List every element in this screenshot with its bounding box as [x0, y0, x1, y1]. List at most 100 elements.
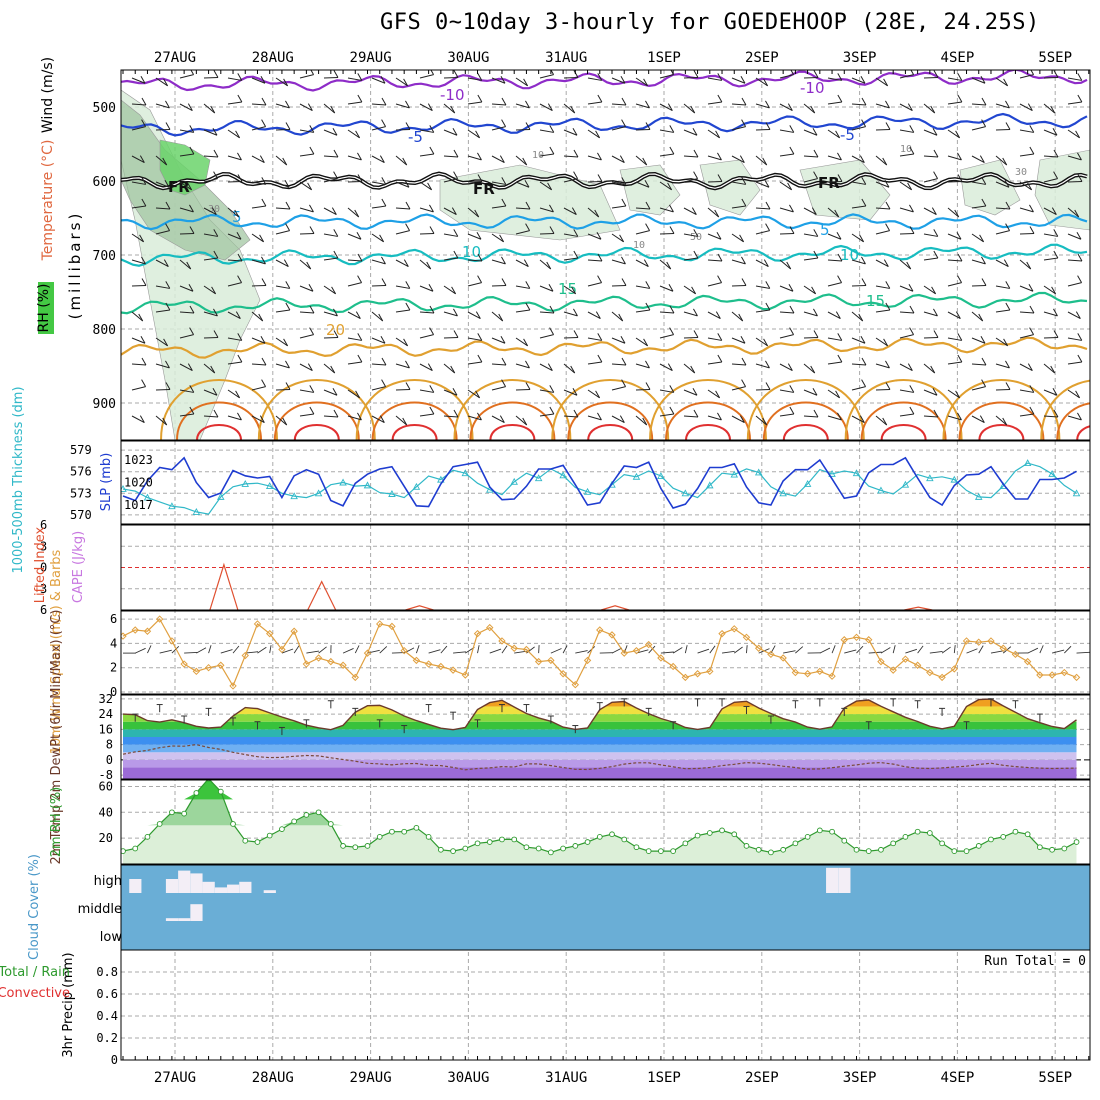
- wind-barb: [755, 309, 770, 313]
- wind-barb-flag: [1052, 127, 1058, 136]
- wind-barb: [347, 337, 362, 341]
- wind-barb-flag: [763, 78, 769, 87]
- wind-barb: [323, 178, 338, 183]
- wind-barb-flag: [403, 78, 409, 87]
- wind-barb: [131, 181, 146, 185]
- wind10-barb: [905, 648, 918, 654]
- rh-legend-swatch: [38, 282, 54, 334]
- wind-barb-flag: [909, 406, 915, 415]
- wind-barb: [131, 311, 144, 322]
- wind-barb: [683, 178, 698, 183]
- wind-barb-flag: [330, 105, 336, 114]
- wind-barb-flag: [140, 75, 146, 84]
- wind-barb-flag: [309, 305, 315, 314]
- rh2m-point: [633, 844, 640, 851]
- isotherm-line: [121, 112, 1088, 137]
- wind-barb-flag: [573, 308, 578, 317]
- wind-barb: [1043, 233, 1058, 237]
- wind-barb: [563, 311, 578, 317]
- wind-barb: [299, 334, 314, 339]
- wind-barb-flag: [669, 204, 674, 213]
- wind-barb-flag: [428, 283, 434, 292]
- wind-barb-flag: [261, 97, 267, 106]
- slp-axis-title: SLP (mb): [99, 453, 114, 512]
- wind-barb-flag: [525, 302, 531, 311]
- wind-barb: [731, 259, 746, 265]
- wind-barb-flag: [402, 157, 408, 166]
- thickness-point: [192, 508, 201, 515]
- rh-contour-area: [799, 159, 891, 221]
- wind-barb-flag: [621, 379, 627, 387]
- wind-barb-flag: [307, 363, 313, 371]
- wind-barb: [659, 413, 674, 417]
- surface-isotherm-arch: [273, 401, 360, 440]
- wind-barb-flag: [138, 313, 144, 322]
- wind-barb-flag: [1074, 209, 1080, 218]
- cape-axis-title: CAPE (J/kg): [71, 531, 86, 603]
- wind-barb: [923, 389, 938, 396]
- wind-barb: [563, 285, 576, 295]
- wind-barb-flag: [357, 354, 363, 363]
- wind-barb-flag: [213, 70, 219, 78]
- wind-barb: [155, 285, 170, 289]
- wind-barb: [851, 233, 864, 243]
- wind-barb-flag: [837, 333, 843, 341]
- wind-barb: [923, 129, 938, 136]
- wind-barb: [659, 259, 672, 270]
- wind-barb: [275, 207, 291, 210]
- wind-barb: [371, 386, 386, 391]
- wind-barb: [443, 155, 459, 158]
- wind-barb: [659, 285, 674, 292]
- wind-barb: [971, 126, 986, 131]
- rh-contour-area: [959, 159, 1021, 216]
- wind-barb: [155, 363, 170, 369]
- wind-barb-flag: [453, 330, 459, 338]
- wind-barb: [371, 126, 386, 131]
- rh-contour-label: 50: [690, 232, 702, 243]
- wind-barb: [947, 259, 963, 262]
- wind-barb: [659, 311, 675, 314]
- wind-barb: [899, 129, 914, 133]
- wind10-barb: [293, 645, 300, 654]
- wind-barb-flag: [981, 357, 987, 366]
- wind10-barb: [941, 646, 951, 654]
- wind-barb: [635, 285, 650, 289]
- wind-barb-flag: [213, 409, 219, 418]
- wind-barb-flag: [1027, 103, 1033, 111]
- wind-barb: [227, 389, 240, 399]
- wind-barb-flag: [381, 198, 387, 207]
- wind-barb-flag: [813, 149, 819, 158]
- wind-barb: [515, 363, 530, 369]
- temp2m-series: [122, 698, 1077, 779]
- temp-band: [123, 721, 1077, 730]
- wind-barb: [827, 337, 842, 341]
- wind-barb-flag: [789, 305, 795, 314]
- wind-barb-flag: [693, 330, 699, 338]
- wind-barb-flag: [643, 259, 649, 267]
- wind-barb-flag: [1077, 174, 1083, 182]
- rh2m-point: [694, 832, 701, 839]
- wind-barb-flag: [597, 73, 603, 81]
- thickness-point: [681, 489, 690, 497]
- wind-barb-flag: [189, 125, 195, 133]
- wind-barb-flag: [957, 73, 963, 81]
- wind-barb-flag: [597, 253, 603, 262]
- wind-barb-flag: [786, 261, 792, 270]
- rh2m-point: [438, 846, 444, 853]
- wind-barb-flag: [525, 281, 531, 289]
- wind-barb-flag: [1050, 105, 1056, 114]
- wind-barb: [947, 282, 962, 287]
- wind-barb: [539, 153, 554, 157]
- wind-barb: [707, 101, 722, 105]
- wind-barb-flag: [861, 256, 866, 265]
- wind-barb: [563, 178, 578, 183]
- wind-barb-flag: [501, 256, 506, 265]
- wind-barb-flag: [213, 171, 219, 179]
- wind-barb-flag: [165, 281, 171, 289]
- wind-barb: [203, 415, 219, 418]
- wind-barb-flag: [477, 275, 483, 283]
- wind-barb: [995, 285, 1010, 289]
- thickness-point: [339, 478, 347, 486]
- panel-frame-p8: [120, 949, 1091, 1061]
- isotherm-line: [121, 243, 1088, 267]
